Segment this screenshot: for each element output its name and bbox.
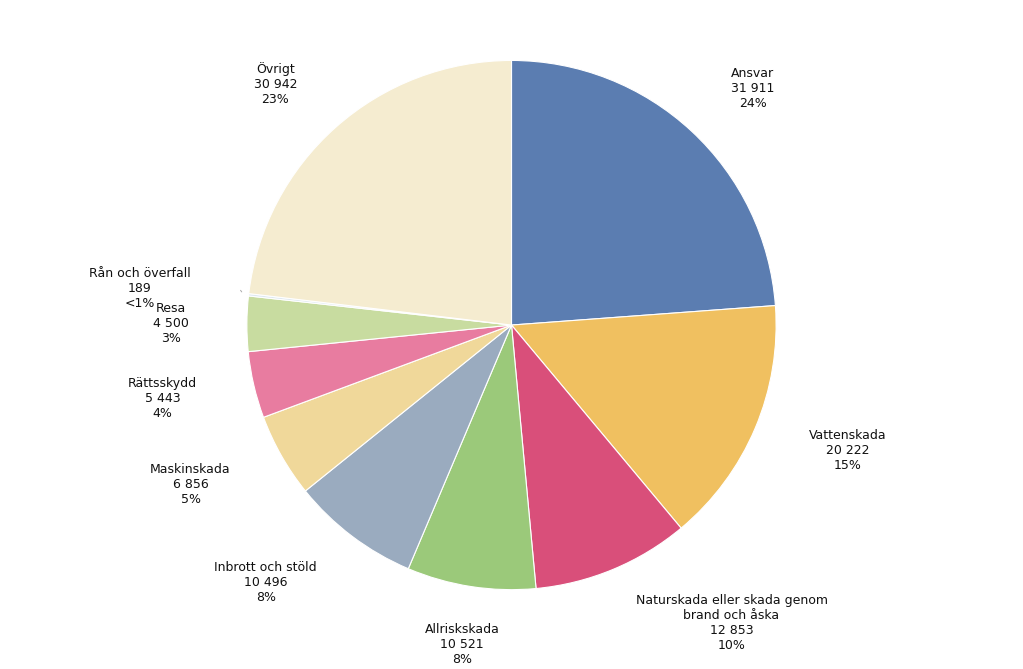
Text: Naturskada eller skada genom
brand och åska
12 853
10%: Naturskada eller skada genom brand och å… <box>635 594 828 652</box>
Text: Inbrott och stöld
10 496
8%: Inbrott och stöld 10 496 8% <box>214 561 317 604</box>
Text: Ansvar
31 911
24%: Ansvar 31 911 24% <box>731 67 774 110</box>
Wedge shape <box>249 60 512 325</box>
Text: Rättsskydd
5 443
4%: Rättsskydd 5 443 4% <box>128 377 197 419</box>
Wedge shape <box>249 325 512 417</box>
Wedge shape <box>512 325 681 589</box>
Wedge shape <box>512 60 775 325</box>
Wedge shape <box>408 325 536 589</box>
Wedge shape <box>264 325 512 491</box>
Text: Övrigt
30 942
23%: Övrigt 30 942 23% <box>254 62 298 106</box>
Text: Resa
4 500
3%: Resa 4 500 3% <box>152 302 188 345</box>
Text: Allriskskada
10 521
8%: Allriskskada 10 521 8% <box>425 623 499 666</box>
Wedge shape <box>247 296 512 352</box>
Wedge shape <box>512 306 776 528</box>
Text: Rån och överfall
189
<1%: Rån och överfall 189 <1% <box>89 266 191 310</box>
Text: Vattenskada
20 222
15%: Vattenskada 20 222 15% <box>809 429 886 472</box>
Text: Maskinskada
6 856
5%: Maskinskada 6 856 5% <box>150 463 231 506</box>
Wedge shape <box>249 294 512 325</box>
Wedge shape <box>306 325 512 569</box>
